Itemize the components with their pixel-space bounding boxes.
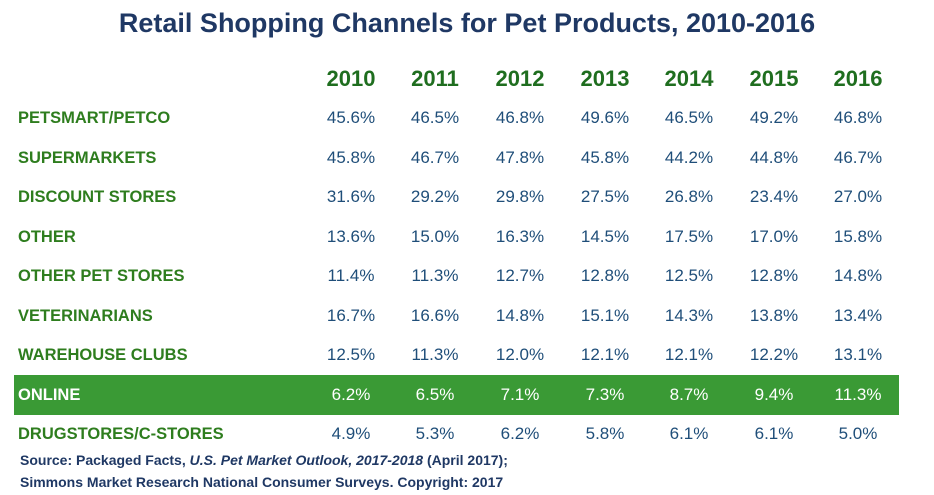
row-label: PETSMART/PETCO (18, 109, 171, 127)
table-cell: 14.5% (580, 227, 630, 246)
table-cell: 45.8% (580, 148, 630, 167)
table-cell: 12.5% (326, 345, 376, 364)
table-cell: 16.6% (410, 306, 460, 325)
table-row-petsmart-petco: PETSMART/PETCO 45.6% 46.5% 46.8% 49.6% 46.5% 4… (14, 98, 899, 138)
table-cell: 14.8% (495, 306, 545, 325)
table-cell: 12.2% (749, 345, 799, 364)
table-cell: 5.8% (585, 424, 625, 443)
table-cell: 5.0% (838, 424, 878, 443)
table-row-drugstores-c-stores: DRUGSTORES/C-STORES 4.9% 5.3% 6.2% 5.8% 6.1% 6… (14, 414, 899, 454)
table-cell: 46.5% (664, 108, 714, 127)
table-cell: 14.8% (833, 266, 883, 285)
table-cell: 45.6% (326, 108, 376, 127)
table-cell: 49.2% (749, 108, 799, 127)
table-cell: 13.6% (326, 227, 376, 246)
table-cell: 47.8% (495, 148, 545, 167)
year-header-2010: 2010 (326, 66, 376, 91)
table-cell: 44.2% (664, 148, 714, 167)
table-cell: 12.0% (495, 345, 545, 364)
table-cell: 12.8% (749, 266, 799, 285)
table-cell: 46.7% (833, 148, 883, 167)
table-cell: 17.5% (664, 227, 714, 246)
table-cell: 23.4% (749, 187, 799, 206)
year-header-2011: 2011 (411, 66, 459, 91)
table-cell: 26.8% (664, 187, 714, 206)
table-cell: 29.2% (410, 187, 460, 206)
table-cell: 4.9% (331, 424, 371, 443)
table-cell: 11.4% (327, 266, 375, 285)
year-header-2016: 2016 (833, 66, 883, 91)
table-cell: 45.8% (326, 148, 376, 167)
table-cell: 6.2% (331, 385, 371, 404)
table-cell: 27.0% (833, 187, 883, 206)
row-label: DRUGSTORES/C-STORES (18, 425, 224, 443)
table-row-warehouse-clubs: WAREHOUSE CLUBS 12.5% 11.3% 12.0% 12.1% 12.1%… (14, 335, 899, 375)
source-line-2: Simmons Market Research National Consume… (20, 474, 504, 490)
table-cell: 11.3% (834, 385, 882, 404)
table-cell: 49.6% (580, 108, 630, 127)
year-header-2012: 2012 (495, 66, 545, 91)
table-cell: 12.8% (580, 266, 630, 285)
table-cell: 6.1% (754, 424, 794, 443)
row-label: SUPERMARKETS (18, 149, 157, 167)
table-cell: 44.8% (749, 148, 799, 167)
table-cell: 16.3% (495, 227, 545, 246)
table-cell: 11.3% (411, 266, 459, 285)
table-cell: 6.2% (500, 424, 540, 443)
row-label: WAREHOUSE CLUBS (18, 346, 188, 364)
table-row-supermarkets: SUPERMARKETS 45.8% 46.7% 47.8% 45.8% 44.2% 44.… (14, 138, 899, 178)
table-cell: 7.3% (585, 385, 625, 404)
table-cell: 5.3% (415, 424, 455, 443)
table-cell: 12.1% (580, 345, 630, 364)
table-cell: 6.5% (415, 385, 455, 404)
table-cell: 27.5% (580, 187, 630, 206)
table-cell: 9.4% (754, 385, 794, 404)
table-cell: 8.7% (669, 385, 709, 404)
table-row-veterinarians: VETERINARIANS 16.7% 16.6% 14.8% 15.1% 14.3% 13… (14, 296, 899, 336)
source-publication-title: U.S. Pet Market Outlook, 2017-2018 (189, 452, 424, 468)
year-header-2015: 2015 (749, 66, 799, 91)
row-label: ONLINE (18, 386, 81, 404)
row-label: OTHER PET STORES (18, 267, 185, 285)
row-label: DISCOUNT STORES (18, 188, 177, 206)
row-label: OTHER (18, 228, 76, 246)
table-cell: 29.8% (495, 187, 545, 206)
source-prefix: Source: Packaged Facts, (20, 452, 190, 468)
table-cell: 6.1% (669, 424, 709, 443)
table-cell: 15.1% (580, 306, 630, 325)
table-cell: 16.7% (326, 306, 376, 325)
table-cell: 15.0% (410, 227, 460, 246)
table-row-discount-stores: DISCOUNT STORES 31.6% 29.2% 29.8% 27.5% 26.8%… (14, 177, 899, 217)
table-cell: 17.0% (749, 227, 799, 246)
table-row-online: ONLINE 6.2% 6.5% 7.1% 7.3% 8.7% 9.4% 11.3% (14, 375, 899, 415)
table-cell: 13.1% (833, 345, 883, 364)
table-cell: 46.7% (410, 148, 460, 167)
table-row-other-pet-stores: OTHER PET STORES 11.4% 11.3% 12.7% 12.8% 12.5… (14, 256, 899, 296)
table-cell: 46.8% (495, 108, 545, 127)
table-cell: 13.4% (833, 306, 883, 325)
year-header-2014: 2014 (664, 66, 714, 91)
table-cell: 13.8% (749, 306, 799, 325)
table-cell: 7.1% (500, 385, 540, 404)
table-cell: 12.7% (495, 266, 545, 285)
table-cell: 14.3% (664, 306, 714, 325)
source-line-1: Source: Packaged Facts, U.S. Pet Market … (20, 452, 508, 468)
table-cell: 12.5% (664, 266, 714, 285)
table-cell: 15.8% (833, 227, 883, 246)
year-header-2013: 2013 (580, 66, 630, 91)
chart-title: Retail Shopping Channels for Pet Product… (118, 8, 816, 38)
table-cell: 46.5% (410, 108, 460, 127)
table-cell: 46.8% (833, 108, 883, 127)
table-cell: 12.1% (664, 345, 714, 364)
row-label: VETERINARIANS (18, 307, 153, 325)
table-cell: 11.3% (411, 345, 459, 364)
table-row-other: OTHER 13.6% 15.0% 16.3% 14.5% 17.5% 17.0% 15.8% (14, 217, 899, 257)
table-cell: 31.6% (326, 187, 376, 206)
source-suffix: (April 2017); (423, 452, 508, 468)
